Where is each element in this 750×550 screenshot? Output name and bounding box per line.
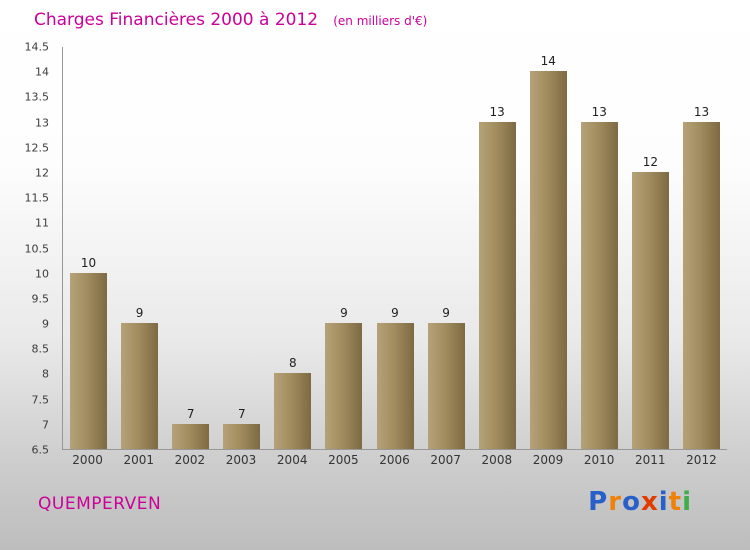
bar-value-label: 9 — [391, 306, 399, 321]
bar-slot: 7 — [165, 47, 216, 449]
y-axis-labels: 6.5 7 7.5 8 8.5 9 9.5 10 10.5 11 11.5 12 12.5 13 13.5 1… — [0, 41, 56, 457]
y-tick-label: 7 — [42, 418, 49, 432]
y-tick-label: 9 — [42, 317, 49, 331]
y-tick-label: 13 — [35, 116, 49, 130]
bar-value-label: 10 — [80, 255, 97, 270]
bar-2008: 13 — [478, 105, 516, 449]
x-tick-label: 2011 — [635, 453, 666, 467]
chart-title: Charges Financières 2000 à 2012 — [34, 10, 319, 30]
y-tick-label: 11 — [35, 216, 49, 230]
y-tick-label: 13.5 — [24, 90, 50, 104]
bar-2001: 9 — [121, 306, 159, 449]
proxiti-logo: Proxiti — [588, 487, 692, 517]
bar-2002: 7 — [172, 407, 210, 449]
bar-2007: 9 — [427, 306, 465, 449]
logo-letter: t — [668, 487, 683, 517]
bar-2005: 9 — [325, 306, 363, 449]
bar-slot: 10 — [63, 47, 114, 449]
bar-2009: 14 — [529, 54, 567, 449]
bar-slot: 12 — [625, 47, 676, 449]
y-tick-label: 12.5 — [24, 141, 50, 155]
bar-slot: 13 — [676, 47, 727, 449]
y-tick-label: 8 — [42, 367, 49, 381]
bar-2000: 10 — [70, 256, 108, 449]
x-tick-label: 2005 — [328, 453, 359, 467]
x-tick-label: 2006 — [379, 453, 410, 467]
bar-value-label: 9 — [442, 306, 450, 321]
y-tick-label: 6.5 — [31, 443, 50, 457]
x-tick-label: 2010 — [583, 453, 615, 467]
x-tick-label: 2004 — [276, 453, 308, 467]
bar-slot: 9 — [369, 47, 420, 449]
bar-value-label: 7 — [237, 406, 246, 421]
plot-area: 10 9 7 7 8 9 9 9 13 14 13 12 13 — [62, 47, 727, 450]
bar-slot: 13 — [472, 47, 523, 449]
bar-value-label: 12 — [642, 154, 659, 169]
x-tick-label: 2002 — [174, 453, 206, 467]
bar-2012: 13 — [682, 105, 720, 449]
bar-slot: 9 — [318, 47, 369, 449]
bar-slot: 7 — [216, 47, 267, 449]
bar-2003: 7 — [223, 407, 261, 449]
y-tick-label: 10 — [35, 267, 49, 281]
y-tick-label: 11.5 — [24, 191, 50, 205]
chart-subtitle: (en milliers d'€) — [333, 14, 428, 28]
bar-value-label: 9 — [135, 306, 144, 321]
bar-2006: 9 — [376, 306, 414, 449]
x-tick-label: 2009 — [532, 453, 564, 467]
bar-value-label: 13 — [489, 104, 505, 119]
logo-letter: i — [682, 487, 692, 517]
bars-container: 10 9 7 7 8 9 9 9 13 14 13 12 13 — [63, 47, 727, 449]
bar-2004: 8 — [274, 356, 312, 449]
bar-value-label: 9 — [340, 306, 348, 321]
y-tick-label: 8.5 — [31, 342, 50, 356]
bar-value-label: 13 — [591, 104, 607, 119]
x-tick-label: 2000 — [72, 453, 103, 467]
y-tick-label: 14 — [35, 65, 49, 79]
commune-name: QUEMPERVEN — [38, 494, 162, 514]
y-tick-label: 14.5 — [24, 40, 50, 54]
x-tick-label: 2008 — [481, 453, 513, 467]
y-tick-label: 9.5 — [31, 292, 50, 306]
bar-slot: 8 — [267, 47, 318, 449]
bar-value-label: 13 — [693, 104, 710, 119]
logo-letter: x — [640, 487, 659, 517]
x-tick-label: 2012 — [686, 453, 717, 467]
bar-slot: 13 — [574, 47, 625, 449]
x-axis-labels: 2000 2001 2002 2003 2004 2005 2006 2007 2008 2009… — [62, 453, 727, 467]
x-tick-label: 2007 — [430, 453, 461, 467]
x-tick-label: 2001 — [123, 453, 154, 467]
bar-slot: 14 — [523, 47, 574, 449]
y-tick-label: 10.5 — [24, 242, 50, 255]
bar-value-label: 8 — [289, 356, 297, 371]
logo-letter: r — [608, 487, 623, 517]
logo-letter: P — [588, 487, 609, 517]
bar-value-label: 14 — [540, 54, 556, 69]
y-tick-label: 12 — [35, 166, 49, 180]
bar-2011: 12 — [631, 155, 669, 449]
bar-2010: 13 — [580, 105, 618, 449]
bar-slot: 9 — [421, 47, 472, 449]
bar-slot: 9 — [114, 47, 165, 449]
chart-header: Charges Financières 2000 à 2012 (en mill… — [34, 10, 427, 30]
x-tick-label: 2003 — [225, 453, 257, 467]
y-tick-label: 7.5 — [31, 393, 50, 407]
bar-value-label: 7 — [186, 406, 195, 421]
logo-letter: i — [658, 487, 669, 517]
logo-letter: o — [622, 487, 641, 517]
